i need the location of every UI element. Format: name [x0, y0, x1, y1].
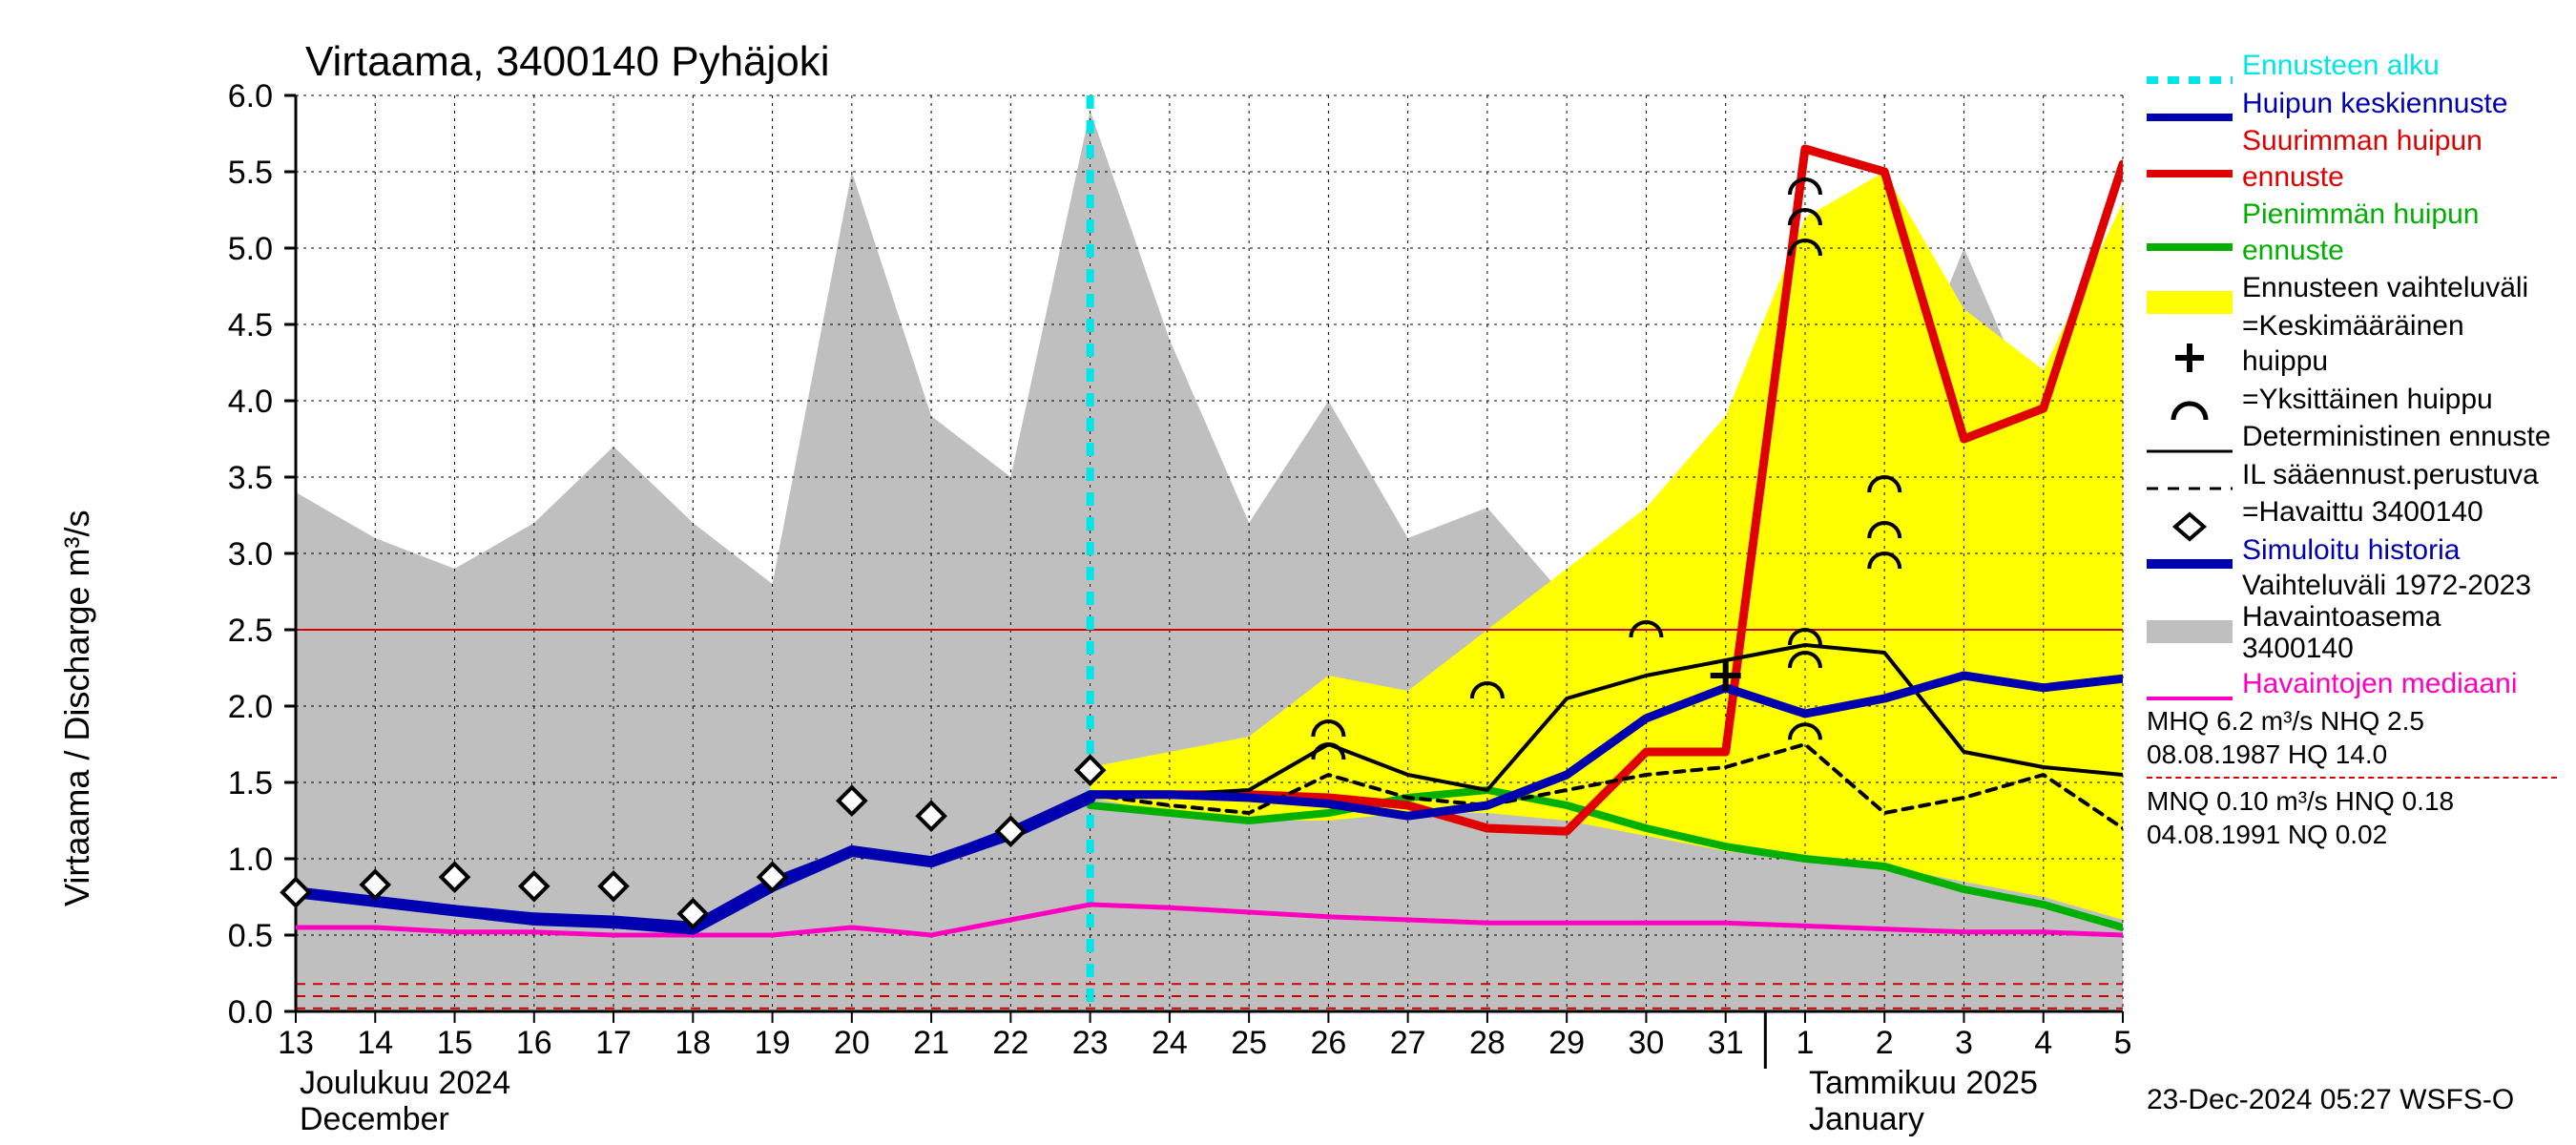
x-tick-label: 26	[1310, 1025, 1346, 1061]
stats-line: 08.08.1987 HQ 14.0	[2147, 738, 2557, 771]
legend-row: =Keskimääräinen huippu	[2147, 308, 2557, 380]
x-tick-label: 30	[1629, 1025, 1665, 1061]
legend-label: Deterministinen ennuste	[2242, 419, 2557, 455]
x-tick-label: 25	[1231, 1025, 1267, 1061]
legend-label: Vaihteluväli 1972-2023 Havaintoasema 340…	[2242, 570, 2557, 664]
x-tick-label: 22	[992, 1025, 1028, 1061]
y-tick-label: 0.5	[228, 918, 273, 954]
y-tick-label: 0.0	[228, 994, 273, 1030]
x-tick-label: 3	[1955, 1025, 1973, 1061]
y-tick-label: 3.0	[228, 536, 273, 572]
x-tick-label: 31	[1708, 1025, 1744, 1061]
month-label: Tammikuu 2025	[1809, 1065, 2038, 1101]
legend-label: =Keskimääräinen huippu	[2242, 308, 2557, 380]
x-tick-label: 13	[278, 1025, 314, 1061]
legend-label: =Yksittäinen huippu	[2242, 382, 2557, 418]
x-tick-label: 29	[1548, 1025, 1585, 1061]
y-tick-label: 5.0	[228, 231, 273, 267]
y-axis-label: Virtaama / Discharge m³/s	[57, 510, 97, 906]
legend: Ennusteen alkuHuipun keskiennusteSuurimm…	[2147, 48, 2557, 851]
x-tick-label: 1	[1796, 1025, 1814, 1061]
legend-row: Ennusteen vaihteluväli	[2147, 270, 2557, 306]
x-tick-label: 15	[437, 1025, 473, 1061]
month-label: January	[1809, 1101, 1924, 1137]
y-tick-label: 4.0	[228, 384, 273, 420]
legend-row: Suurimman huipun ennuste	[2147, 123, 2557, 195]
x-tick-label: 2	[1876, 1025, 1894, 1061]
legend-label: Suurimman huipun ennuste	[2242, 123, 2557, 195]
x-tick-label: 4	[2034, 1025, 2052, 1061]
legend-label: Huipun keskiennuste	[2242, 86, 2557, 122]
stats-line: 04.08.1991 NQ 0.02	[2147, 818, 2557, 851]
y-tick-label: 1.5	[228, 765, 273, 802]
x-tick-label: 18	[675, 1025, 711, 1061]
legend-label: Ennusteen alku	[2242, 48, 2557, 84]
y-tick-label: 2.0	[228, 689, 273, 725]
legend-label: Havaintojen mediaani	[2242, 666, 2557, 702]
y-tick-label: 5.5	[228, 155, 273, 191]
stats-line: MNQ 0.10 m³/s HNQ 0.18	[2147, 784, 2557, 818]
month-label: Joulukuu 2024	[300, 1065, 510, 1101]
legend-row: Havaintojen mediaani	[2147, 666, 2557, 702]
legend-row: Ennusteen alku	[2147, 48, 2557, 84]
legend-label: Pienimmän huipun ennuste	[2242, 197, 2557, 268]
legend-label: Ennusteen vaihteluväli	[2242, 270, 2557, 306]
x-tick-label: 14	[357, 1025, 393, 1061]
x-tick-label: 23	[1072, 1025, 1109, 1061]
legend-row: Pienimmän huipun ennuste	[2147, 197, 2557, 268]
legend-row: Vaihteluväli 1972-2023 Havaintoasema 340…	[2147, 570, 2557, 664]
x-tick-label: 21	[913, 1025, 949, 1061]
x-tick-label: 16	[516, 1025, 552, 1061]
x-tick-label: 27	[1390, 1025, 1426, 1061]
y-tick-label: 1.0	[228, 842, 273, 878]
x-tick-label: 20	[834, 1025, 870, 1061]
legend-row: =Yksittäinen huippu	[2147, 382, 2557, 418]
y-tick-label: 3.5	[228, 460, 273, 496]
x-tick-label: 19	[755, 1025, 791, 1061]
chart-title: Virtaama, 3400140 Pyhäjoki	[305, 38, 830, 86]
y-tick-label: 2.5	[228, 613, 273, 649]
chart-root: Virtaama, 3400140 Pyhäjoki Virtaama / Di…	[0, 0, 2576, 1145]
x-tick-label: 5	[2114, 1025, 2132, 1061]
y-tick-label: 6.0	[228, 78, 273, 114]
month-label: December	[300, 1101, 449, 1137]
x-tick-label: 17	[595, 1025, 632, 1061]
footer-timestamp: 23-Dec-2024 05:27 WSFS-O	[2147, 1084, 2514, 1116]
legend-label: IL sääennust.perustuva	[2242, 457, 2557, 493]
x-tick-label: 24	[1152, 1025, 1188, 1061]
legend-label: Simuloitu historia	[2242, 532, 2557, 569]
legend-label: =Havaittu 3400140	[2242, 494, 2557, 531]
x-tick-label: 28	[1469, 1025, 1506, 1061]
y-tick-label: 4.5	[228, 307, 273, 344]
legend-stats: MHQ 6.2 m³/s NHQ 2.508.08.1987 HQ 14.0MN…	[2147, 704, 2557, 851]
